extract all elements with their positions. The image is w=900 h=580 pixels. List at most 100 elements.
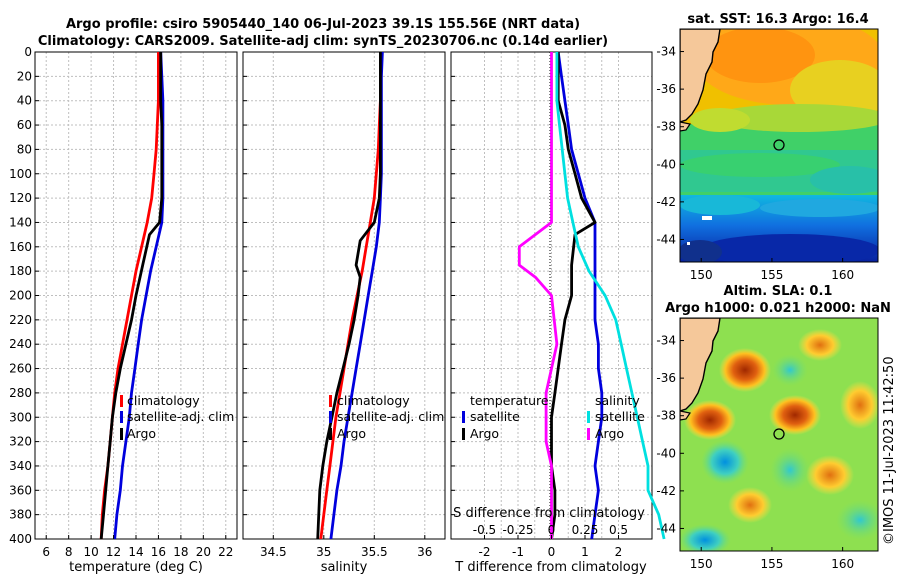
sst-map-title: sat. SST: 16.3 Argo: 16.4	[687, 12, 868, 27]
legend-swatch-argo	[329, 428, 332, 440]
y-tick-label: 260	[9, 362, 32, 376]
map-y-tick-label: -42	[656, 195, 676, 209]
y-tick-label: 60	[17, 118, 32, 132]
map-x-tick-label: 160	[831, 268, 854, 282]
y-tick-label: 320	[9, 435, 32, 449]
y-tick-label: 180	[9, 264, 32, 278]
sst-map-ticks: -34 -36 -38 -40 -42 -44 150 155 160	[656, 45, 854, 282]
map-y-tick-label: -40	[656, 446, 676, 460]
salinity-series	[316, 51, 384, 540]
x-tick-label: 12	[106, 545, 121, 559]
difference-legend-left: temperature satellite Argo	[462, 393, 549, 441]
map-y-tick-label: -34	[656, 334, 676, 348]
legend-swatch-argo-s	[587, 428, 590, 440]
y-tick-label: 300	[9, 410, 32, 424]
map-y-tick-label: -36	[656, 82, 676, 96]
map-x-tick-label: 150	[690, 268, 713, 282]
sla-map-subtitle: Argo h1000: 0.021 h2000: NaN	[665, 301, 891, 316]
series-line-argo	[99, 52, 164, 540]
figure-title-line2: Climatology: CARS2009. Satellite-adj cli…	[38, 34, 608, 49]
x-tick-label: 1	[581, 545, 589, 559]
y-tick-label: 80	[17, 142, 32, 156]
map-y-tick-label: -38	[656, 120, 676, 134]
sla-map-ticks: -34 -36 -38 -40 -42 -44 150 155 160	[656, 334, 854, 571]
x-tick-label: 6	[42, 545, 50, 559]
legend-label-argo-t: Argo	[470, 426, 499, 441]
difference-series	[517, 51, 666, 540]
legend-label-climatology: climatology	[337, 393, 410, 408]
imos-watermark: ©IMOS 11-Jul-2023 11:42:50	[882, 356, 897, 545]
x-top-tick-label: -0.25	[502, 523, 533, 537]
difference-ticks: -2 -1 0 1 2 -0.5 -0.25 0 0.25 0.5	[451, 51, 628, 559]
salinity-legend: climatology satellite-adj. clim Argo	[329, 393, 444, 441]
legend-label-satellite: satellite-adj. clim	[337, 409, 444, 424]
sst-map-image	[680, 29, 878, 262]
difference-top-xlabel: S difference from climatology	[453, 506, 645, 521]
x-tick-label: 0	[548, 545, 556, 559]
salinity-grid	[243, 51, 445, 540]
x-tick-label: 14	[128, 545, 143, 559]
difference-xlabel: T difference from climatology	[454, 560, 647, 575]
series-line-salinity-argo	[517, 52, 559, 539]
y-tick-label: 280	[9, 386, 32, 400]
temperature-legend: climatology satellite-adj. clim Argo	[120, 393, 234, 441]
x-tick-label: 22	[218, 545, 233, 559]
map-y-tick-label: -42	[656, 484, 676, 498]
temperature-series	[99, 51, 165, 540]
series-line-temperature-satellite	[556, 51, 604, 540]
temperature-panel: 0 20 40 60 80 100 120 140 160 180 200 220 240 260 280 3…	[9, 45, 238, 575]
legend-label-salinity: salinity	[595, 393, 640, 408]
sla-map-panel: Altim. SLA: 0.1 Argo h1000: 0.021 h2000:…	[656, 284, 890, 571]
y-tick-label: 240	[9, 337, 32, 351]
x-top-tick-label: 0.5	[609, 523, 628, 537]
y-tick-label: 220	[9, 313, 32, 327]
map-x-tick-label: 155	[760, 268, 783, 282]
map-y-tick-label: -44	[656, 521, 676, 535]
argo-float-marker-sst	[773, 139, 785, 151]
x-tick-label: 8	[65, 545, 73, 559]
salinity-xlabel: salinity	[321, 560, 368, 575]
y-tick-label: 340	[9, 459, 32, 473]
legend-swatch-argo-t	[462, 428, 465, 440]
y-tick-label: 20	[17, 69, 32, 83]
series-line-temperature-argo	[550, 52, 597, 540]
series-line-climatology	[99, 52, 160, 540]
legend-label-satellite-t: satellite	[470, 409, 520, 424]
legend-swatch-climatology	[120, 395, 123, 407]
y-tick-label: 140	[9, 215, 32, 229]
map-x-tick-label: 160	[831, 557, 854, 571]
difference-legend-right: salinity satellite Argo	[587, 393, 645, 441]
salinity-ticks: 34.5 35 35.5 36	[243, 51, 432, 559]
legend-label-argo: Argo	[127, 426, 156, 441]
sst-map-frame	[679, 28, 879, 263]
map-y-tick-label: -44	[656, 232, 676, 246]
salinity-panel: 34.5 35 35.5 36 salinity climatology satell…	[242, 51, 446, 575]
x-tick-label: -2	[479, 545, 491, 559]
x-top-tick-label: -0.5	[473, 523, 496, 537]
x-tick-label: 10	[83, 545, 98, 559]
difference-panel: -2 -1 0 1 2 -0.5 -0.25 0 0.25 0.5 S difference fr…	[450, 51, 666, 575]
y-tick-label: 100	[9, 167, 32, 181]
x-tick-label: -1	[512, 545, 524, 559]
legend-label-argo-s: Argo	[595, 426, 624, 441]
series-line-salinity-satellite	[555, 52, 666, 540]
sla-map-title: Altim. SLA: 0.1	[724, 284, 833, 299]
sla-map-frame	[679, 317, 879, 552]
sst-map-panel: sat. SST: 16.3 Argo: 16.4 -34 -36 -38 -40 -4…	[656, 12, 879, 282]
y-tick-label: 360	[9, 483, 32, 497]
y-tick-label: 400	[9, 532, 32, 546]
y-tick-label: 200	[9, 289, 32, 303]
map-y-tick-label: -40	[656, 157, 676, 171]
y-tick-label: 160	[9, 240, 32, 254]
legend-swatch-satellite	[120, 411, 123, 423]
legend-label-temperature: temperature	[470, 393, 549, 408]
x-tick-label: 20	[196, 545, 211, 559]
temperature-xlabel: temperature (deg C)	[69, 560, 203, 575]
argo-float-marker-sla	[773, 428, 785, 440]
legend-label-argo: Argo	[337, 426, 366, 441]
x-tick-label: 16	[151, 545, 166, 559]
y-tick-label: 0	[24, 45, 32, 59]
legend-swatch-argo	[120, 428, 123, 440]
x-tick-label: 35	[316, 545, 331, 559]
